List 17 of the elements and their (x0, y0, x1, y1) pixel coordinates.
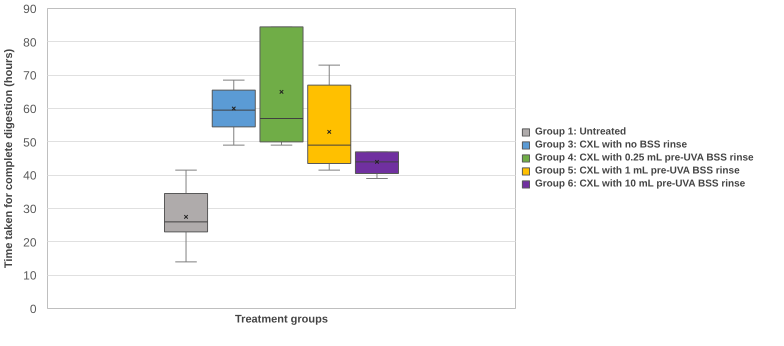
y-tick-label: 80 (23, 35, 37, 50)
y-tick-label: 0 (30, 302, 37, 316)
y-axis-title: Time taken for complete digestion (hours) (3, 48, 16, 268)
y-tick-label: 40 (23, 168, 37, 183)
legend-label: Group 5: CXL with 1 mL pre-UVA BSS rinse (535, 166, 740, 176)
y-tick-label: 20 (23, 235, 37, 250)
legend-label: Group 1: Untreated (535, 126, 626, 138)
y-tick-label: 60 (23, 102, 37, 116)
legend-label: Group 4: CXL with 0.25 mL pre-UVA BSS rinse (535, 152, 754, 164)
y-tick-label: 30 (23, 202, 37, 216)
y-tick-label: 50 (23, 135, 37, 150)
x-axis-title: Treatment groups (235, 314, 328, 326)
legend-label: Group 6: CXL with 10 mL pre-UVA BSS rinse (535, 178, 746, 190)
y-tick-label: 70 (23, 68, 37, 83)
y-tick-label: 90 (23, 2, 37, 16)
y-tick-label: 10 (23, 268, 37, 283)
legend-label: Group 3: CXL with no BSS rinse (535, 140, 688, 150)
